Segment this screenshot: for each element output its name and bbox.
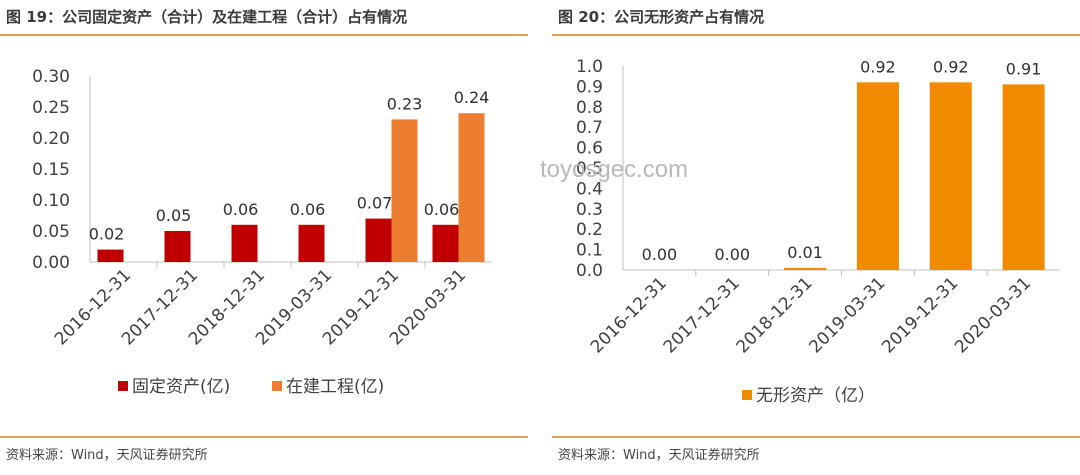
- y-tick-label: 0.30: [32, 67, 70, 87]
- data-label: 0.23: [387, 94, 423, 113]
- y-tick-label: 0.00: [32, 253, 70, 273]
- y-tick-label: 0.10: [32, 191, 70, 211]
- y-tick-label: 0.8: [576, 98, 603, 118]
- y-tick-label: 0.25: [32, 98, 70, 118]
- legend-label: 在建工程(亿): [286, 377, 384, 397]
- bar: [231, 224, 258, 262]
- y-tick-label: 0.3: [576, 200, 603, 220]
- bar: [784, 267, 827, 270]
- bar: [432, 224, 459, 262]
- y-tick-label: 1.0: [576, 57, 603, 77]
- data-label: 0.06: [223, 200, 259, 219]
- source-rule: [552, 436, 1080, 438]
- legend-swatch: [742, 390, 752, 400]
- data-label: 0.92: [933, 57, 969, 76]
- figure-19-source: 资料来源：Wind，天风证券研究所: [6, 448, 208, 463]
- data-label: 0.07: [357, 194, 393, 213]
- title-rule: [0, 34, 528, 36]
- intangible-assets-bar-chart: 0.00.10.20.30.40.50.60.70.80.91.0 2016-12…: [576, 57, 1060, 406]
- data-label: 0.00: [714, 245, 750, 264]
- data-label: 0.06: [424, 200, 460, 219]
- data-label: 0.92: [860, 57, 896, 76]
- x-tick-label: 2017-12-31: [660, 273, 744, 357]
- bar: [458, 113, 485, 262]
- y-tick-label: 0.5: [576, 159, 603, 179]
- data-label: 0.24: [454, 88, 490, 107]
- y-tick-label: 0.05: [32, 222, 70, 242]
- figure-20-source: 资料来源：Wind，天风证券研究所: [558, 448, 760, 463]
- x-tick-label: 2019-03-31: [805, 273, 889, 357]
- legend-swatch: [118, 381, 128, 391]
- source-rule: [0, 436, 528, 438]
- y-tick-label: 0.9: [576, 77, 603, 97]
- y-tick-label: 0.2: [576, 220, 603, 240]
- bar: [298, 224, 325, 262]
- fixed-assets-bar-chart: 0.000.050.100.150.200.250.302016-12-3120…: [32, 67, 492, 397]
- y-tick-label: 0.6: [576, 139, 603, 159]
- legend-label: 固定资产(亿): [132, 377, 230, 397]
- watermark-text: toyosgec.com: [540, 156, 689, 183]
- legend-label: 无形资产（亿）: [756, 386, 875, 406]
- y-tick-label: 0.0: [576, 261, 603, 281]
- figure-19-title: 图 19：公司固定资产（合计）及在建工程（合计）占有情况: [6, 8, 408, 26]
- bar: [929, 82, 972, 270]
- figure-20-panel: 图 20：公司无形资产占有情况 0.0 0.1 0.2 0.3 0.4 0.5 0.6 0.7…: [552, 0, 1080, 475]
- y-tick-label: 0.15: [32, 160, 70, 180]
- data-label: 0.91: [1006, 59, 1042, 78]
- x-tick-label: 2020-03-31: [951, 273, 1035, 357]
- y-tick-label: 0.7: [576, 118, 603, 138]
- legend-swatch: [272, 381, 282, 391]
- x-tick-label: 2018-12-31: [733, 273, 817, 357]
- x-tick-label: 2019-12-31: [878, 273, 962, 357]
- bar: [856, 82, 899, 270]
- y-tick-label: 0.4: [576, 179, 603, 199]
- figure-19-panel: 图 19：公司固定资产（合计）及在建工程（合计）占有情况 0.00 0.05 0.1…: [0, 0, 528, 475]
- bar: [164, 231, 191, 262]
- bar: [365, 218, 392, 262]
- data-label: 0.06: [290, 200, 326, 219]
- bar: [97, 249, 124, 262]
- data-label: 0.00: [642, 245, 678, 264]
- bar: [1002, 84, 1045, 270]
- data-label: 0.02: [89, 225, 125, 244]
- data-label: 0.01: [787, 243, 823, 262]
- data-label: 0.05: [156, 206, 192, 225]
- y-tick-label: 0.20: [32, 129, 70, 149]
- title-rule: [552, 34, 1080, 36]
- x-tick-label: 2016-12-31: [587, 273, 671, 357]
- y-tick-label: 0.1: [576, 241, 603, 261]
- figure-20-title: 图 20：公司无形资产占有情况: [558, 8, 765, 26]
- bar: [391, 119, 418, 263]
